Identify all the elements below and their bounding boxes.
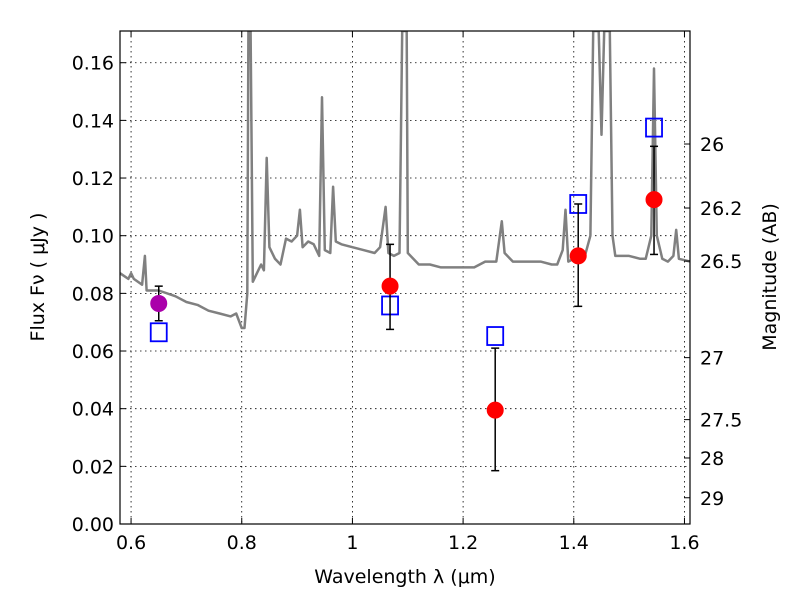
observed-flux-point: [150, 294, 168, 312]
grid: [120, 31, 690, 525]
y-tick-label: 0.16: [72, 53, 114, 75]
x-tick-label: 0.6: [116, 532, 146, 554]
y-tick-label: 0.12: [72, 168, 114, 190]
observed-flux-point: [645, 191, 663, 209]
x-tick-label: 0.8: [227, 532, 257, 554]
observed-flux-point: [569, 247, 587, 265]
y-tick-label: 0.02: [72, 456, 114, 478]
y-tick-label: 0.00: [72, 514, 114, 536]
y-tick-label: 0.06: [72, 341, 114, 363]
y-tick-label: 0.14: [72, 110, 114, 132]
y2-tick-label: 27: [700, 348, 724, 370]
axis-ticks: 0.6 0.8 1 1.2 1.4 1.6 0.00 0.02 0.04 0.06 0.08 0.10…: [72, 31, 742, 554]
x-tick-label: 1: [346, 532, 358, 554]
y-axis-label: Flux Fν ( μJy ): [27, 213, 49, 342]
model-square-point: [645, 117, 663, 138]
plot-frame: [119, 30, 691, 525]
y2-tick-label: 29: [700, 488, 724, 510]
y2-tick-label: 26.2: [700, 198, 742, 220]
y2-axis-label: Magnitude (AB): [759, 203, 781, 351]
plot-area: [120, 31, 690, 472]
observed-flux-point: [486, 401, 504, 419]
y2-tick-label: 26: [700, 134, 724, 156]
x-tick-label: 1.2: [448, 532, 478, 554]
y-tick-label: 0.10: [72, 226, 114, 248]
y-tick-label: 0.08: [72, 283, 114, 305]
model-square-point: [486, 326, 505, 346]
observed-flux-point: [381, 277, 399, 295]
x-tick-label: 1.6: [669, 532, 699, 554]
spectrum-line: [120, 31, 690, 330]
y2-tick-label: 27.5: [700, 410, 742, 432]
y-tick-label: 0.04: [72, 399, 114, 421]
model-square-point: [149, 322, 168, 343]
x-axis-label: Wavelength λ (μm): [314, 566, 495, 588]
y2-tick-label: 28: [700, 448, 724, 470]
x-tick-label: 1.4: [559, 532, 589, 554]
y2-tick-label: 26.5: [700, 251, 742, 273]
